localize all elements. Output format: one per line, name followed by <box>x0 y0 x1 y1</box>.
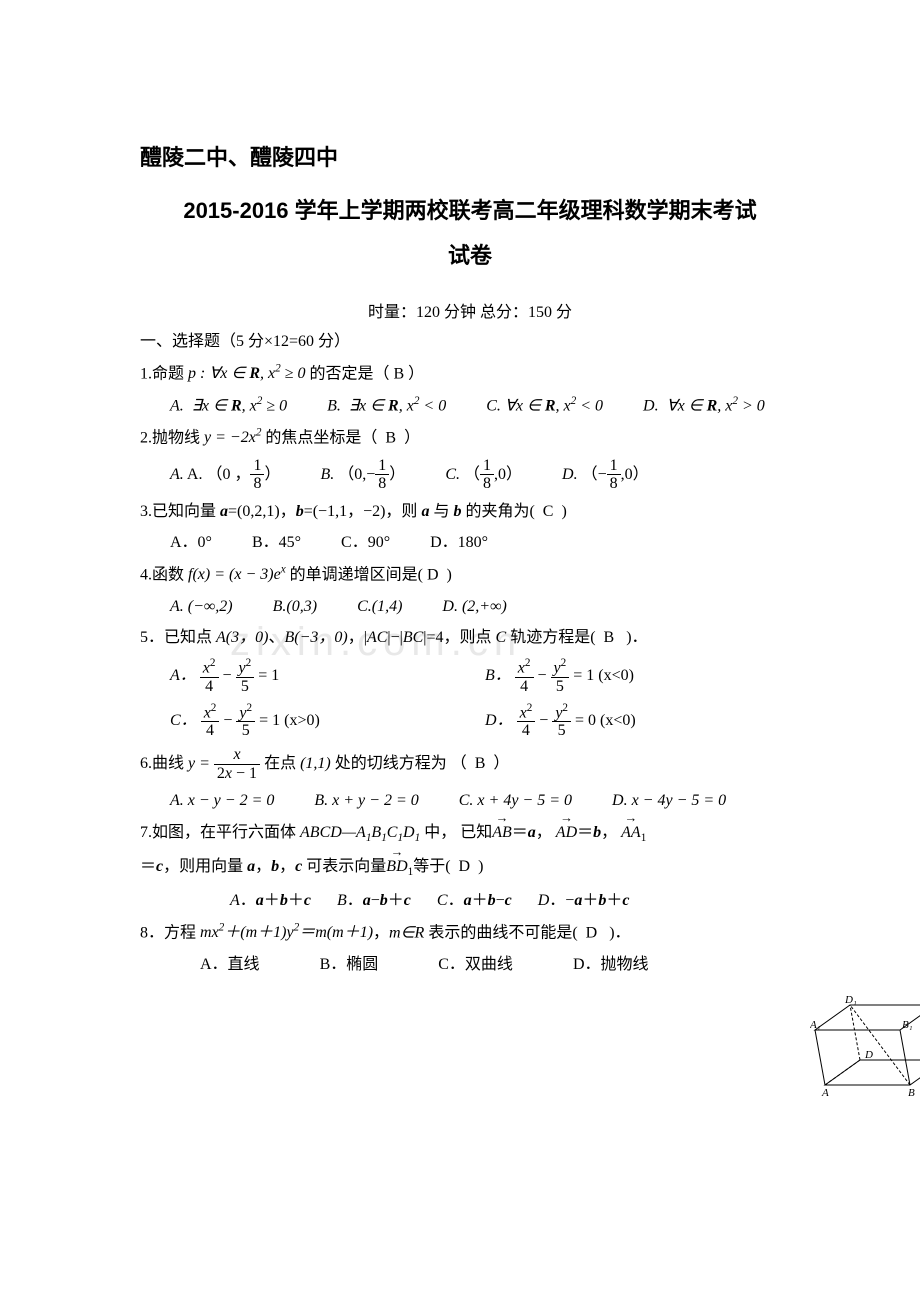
q5B-yden: 5 <box>551 678 570 696</box>
parallelepiped-figure: A B C D A₁ B₁ C₁ D₁ <box>810 990 920 1100</box>
q4-optB: B.(0,3) <box>273 594 317 620</box>
q1-stem-post: 的否定是（ B ） <box>306 365 425 382</box>
q2A-num: 1 <box>250 457 264 476</box>
exam-subtitle: 试卷 <box>140 238 800 273</box>
q4-optA: A. (−∞,2) <box>170 594 233 620</box>
q2-options: A. A. （0 ，18） B. （0,−18） C. （18,0） D. （−… <box>170 457 800 493</box>
q6-options: A. x − y − 2 = 0 B. x + y − 2 = 0 C. x +… <box>170 788 800 814</box>
q2C-den: 8 <box>480 475 494 493</box>
q2D-den: 8 <box>607 475 621 493</box>
q2-optA: A. A. （0 ，18） <box>170 457 280 493</box>
q1-optD: D. ∀x ∈ R, x2 > 0 <box>643 393 765 419</box>
q5-options: A． x24 − y25 = 1 B． x24 − y25 = 1 (x<0) … <box>170 657 800 740</box>
question-4: 4.函数 f(x) = (x − 3)ex 的单调递增区间是( D ) <box>140 562 800 588</box>
q8-optA: A．直线 <box>200 952 260 978</box>
q4-optC: C.(1,4) <box>357 594 402 620</box>
q5B-xden: 4 <box>515 678 534 696</box>
cube-label-A: A <box>821 1087 829 1099</box>
q5C-xden: 4 <box>201 722 220 740</box>
q5-optC: C． x24 − y25 = 1 (x>0) <box>170 702 485 741</box>
question-2: 2.抛物线 y = −2x2 的焦点坐标是（ B ） <box>140 425 800 451</box>
q7-optB: B．a−b＋c <box>337 888 411 914</box>
q2-optB: B. （0,−18） <box>320 457 405 493</box>
q8-options: A．直线 B．椭圆 C．双曲线 D．抛物线 <box>200 952 800 978</box>
time-score: 时量：120 分钟 总分：150 分 <box>140 300 800 326</box>
q7-optC: C．a＋b−c <box>437 888 512 914</box>
q1-stem-pre: 1.命题 <box>140 365 188 382</box>
q5B-eq: = 1 <box>573 667 594 684</box>
q2A-pre: A. （0 ， <box>187 465 251 482</box>
q3-optC: C．90° <box>341 530 390 556</box>
q5A-eq: = 1 <box>258 667 279 684</box>
q3-options: A．0° B．45° C．90° D．180° <box>170 530 800 556</box>
q2-optD: D. （−18,0） <box>562 457 649 493</box>
q2B-num: 1 <box>375 457 389 476</box>
cube-label-B1: B₁ <box>902 1019 913 1031</box>
exam-title: 2015-2016 学年上学期两校联考高二年级理科数学期末考试 <box>140 193 800 228</box>
q8-optC: C．双曲线 <box>438 952 513 978</box>
q5A-xden: 4 <box>200 678 219 696</box>
cube-label-D1: D₁ <box>844 994 857 1006</box>
q2-optC: C. （18,0） <box>445 457 522 493</box>
q2D-num: 1 <box>607 457 621 476</box>
question-6: 6.曲线 y = x2x − 1 在点 (1,1) 处的切线方程为 （ B ） <box>140 746 800 782</box>
q5D-eq: = 0 <box>575 711 596 728</box>
q2B-den: 8 <box>375 475 389 493</box>
cube-label-A1: A₁ <box>810 1019 821 1031</box>
q7-options: A．a＋b＋c B．a−b＋c C．a＋b−c D．−a＋b＋c <box>230 888 800 914</box>
question-3: 3.已知向量 a=(0,2,1)，b=(−1,1，−2)，则 a 与 b 的夹角… <box>140 499 800 525</box>
q8-optD: D．抛物线 <box>573 952 649 978</box>
q5D-cond: (x<0) <box>600 711 636 728</box>
q5-optB: B． x24 − y25 = 1 (x<0) <box>485 657 800 696</box>
q5C-yden: 5 <box>236 722 255 740</box>
question-1: 1.命题 p : ∀x ∈ R, x2 ≥ 0 的否定是（ B ） <box>140 361 800 387</box>
section-1-title: 一、选择题（5 分×12=60 分） <box>140 329 800 355</box>
question-8: 8．方程 mx2＋(m＋1)y2＝m(m＋1)，m∈R 表示的曲线不可能是( D… <box>140 920 800 946</box>
q1-optA: A. ∃x ∈ R, x2 ≥ 0 <box>170 393 287 419</box>
q6-optA: A. x − y − 2 = 0 <box>170 788 274 814</box>
q4-options: A. (−∞,2) B.(0,3) C.(1,4) D. (2,+∞) <box>170 594 800 620</box>
q5A-yden: 5 <box>236 678 255 696</box>
question-5: 5．已知点 A(3，0)、B(−3，0)，|AC|−|BC|=4，则点 C 轨迹… <box>140 625 800 651</box>
q5C-eq: = 1 <box>259 711 280 728</box>
q6-optB: B. x + y − 2 = 0 <box>314 788 418 814</box>
q5-optA: A． x24 − y25 = 1 <box>170 657 485 696</box>
schools-line: 醴陵二中、醴陵四中 <box>140 140 800 175</box>
q2A-den: 8 <box>250 475 264 493</box>
q5D-xden: 4 <box>517 722 536 740</box>
q1-optC: C. ∀x ∈ R, x2 < 0 <box>486 393 603 419</box>
q3-optD: D．180° <box>430 530 488 556</box>
q7-optA: A．a＋b＋c <box>230 888 311 914</box>
q5D-yden: 5 <box>552 722 571 740</box>
q1-math: p : ∀x ∈ R, x2 ≥ 0 <box>188 365 305 382</box>
q2C-num: 1 <box>480 457 494 476</box>
question-7-line2: ＝c，则用向量 a，b，c 可表示向量BD1等于( D ) <box>140 854 800 882</box>
page-content: 醴陵二中、醴陵四中 2015-2016 学年上学期两校联考高二年级理科数学期末考… <box>140 140 800 977</box>
q5-optD: D． x24 − y25 = 0 (x<0) <box>485 702 800 741</box>
question-7: 7.如图，在平行六面体 ABCD—A1B1C1D1 中， 已知AB＝a， AD＝… <box>140 820 800 848</box>
q3-optA: A．0° <box>170 530 212 556</box>
cube-label-D: D <box>864 1049 873 1061</box>
q2A-post: ） <box>264 465 280 482</box>
q4-optD: D. (2,+∞) <box>442 594 506 620</box>
q3-optB: B．45° <box>252 530 301 556</box>
q5B-cond: (x<0) <box>598 667 634 684</box>
q8-optB: B．椭圆 <box>320 952 379 978</box>
q1-options: A. ∃x ∈ R, x2 ≥ 0 B. ∃x ∈ R, x2 < 0 C. ∀… <box>170 393 800 419</box>
q5C-cond: (x>0) <box>284 711 320 728</box>
q1-optB: B. ∃x ∈ R, x2 < 0 <box>327 393 446 419</box>
q7-optD: D．−a＋b＋c <box>538 888 630 914</box>
cube-label-B: B <box>908 1087 915 1099</box>
